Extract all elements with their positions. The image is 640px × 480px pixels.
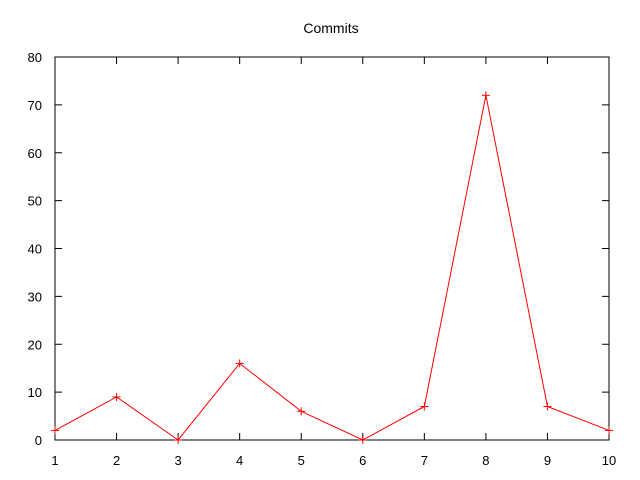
x-tick-label: 5	[298, 453, 305, 468]
plot-area-frame	[54, 56, 610, 441]
data-point-marker	[112, 392, 121, 401]
data-point-marker	[235, 359, 244, 368]
x-tick-label: 10	[602, 453, 616, 468]
x-tick-label: 7	[421, 453, 428, 468]
series-line	[54, 95, 610, 441]
x-tick-label: 8	[482, 453, 489, 468]
data-point-marker	[174, 436, 183, 444]
y-tick-label: 70	[28, 98, 42, 113]
data-point-marker	[51, 426, 59, 435]
x-tick-label: 6	[359, 453, 366, 468]
data-point-marker	[297, 407, 306, 416]
x-tick-label: 3	[174, 453, 181, 468]
data-point-marker	[481, 91, 490, 100]
x-tick-label: 9	[544, 453, 551, 468]
series-layer	[51, 91, 613, 444]
y-tick-label: 50	[28, 194, 42, 209]
data-point-marker	[358, 436, 367, 444]
data-point-marker	[605, 426, 613, 435]
y-tick-label: 60	[28, 146, 42, 161]
x-tick-label: 2	[113, 453, 120, 468]
chart-title: Commits	[303, 20, 358, 36]
y-tick-label: 0	[35, 433, 42, 448]
y-tick-label: 20	[28, 337, 42, 352]
data-point-marker	[420, 402, 429, 411]
data-point-marker	[543, 402, 552, 411]
x-axis: 1 2 3 4 5 6 7 8 9 10	[51, 57, 616, 468]
x-tick-label: 1	[51, 453, 58, 468]
y-tick-label: 30	[28, 289, 42, 304]
y-axis: 0 10 20 30 40 50 60 70 80	[28, 50, 609, 448]
y-tick-label: 40	[28, 242, 42, 257]
y-tick-label: 10	[28, 385, 42, 400]
x-tick-label: 4	[236, 453, 243, 468]
y-tick-label: 80	[28, 50, 42, 65]
